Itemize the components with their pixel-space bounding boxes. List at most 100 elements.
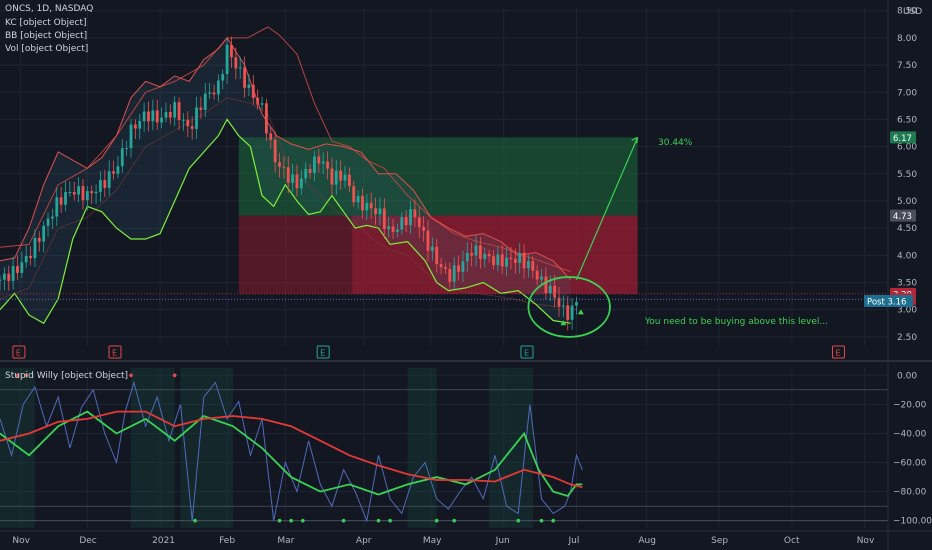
earnings-marker-label: E [524, 349, 529, 358]
candle-body [37, 237, 41, 242]
candle-body [7, 273, 11, 281]
candle-body [24, 255, 28, 263]
highlight-circle [527, 276, 611, 338]
candle-body [142, 111, 146, 122]
candle-body [138, 121, 142, 129]
oscillator-series [0, 380, 583, 523]
candle-body [278, 162, 281, 167]
osc-tick-label: 0.00 [897, 371, 917, 381]
oversold-zone [407, 368, 437, 528]
candle-body [116, 166, 120, 174]
signal-dot [193, 518, 197, 523]
candle-body [413, 209, 417, 218]
candle-body [553, 285, 557, 298]
drawings[interactable] [527, 136, 639, 338]
candle-body [409, 209, 412, 226]
candle-body [417, 217, 421, 227]
earnings-marker-label: E [16, 349, 21, 358]
candle-body [243, 67, 246, 88]
price-tick-label: 8.00 [897, 34, 917, 44]
target-arrow [575, 137, 639, 281]
candle-body [339, 170, 343, 181]
candle-body [164, 112, 168, 118]
signal-dot [388, 518, 392, 523]
osc-tick-label: −80.00 [893, 488, 927, 498]
buy-note: You need to be buying above this level..… [644, 317, 828, 327]
candle-body [55, 197, 59, 217]
price-tick-label: 6.50 [897, 115, 917, 125]
price-tick-label: 6.00 [897, 143, 917, 153]
candle-body [11, 266, 15, 281]
signal-dot [539, 518, 544, 523]
symbol-line[interactable]: ONCS, 1D, NASDAQ [5, 4, 94, 14]
price-badge [890, 131, 916, 144]
earnings-marker [108, 345, 122, 359]
percent-label: 30.44% [658, 138, 693, 148]
candle-body [470, 253, 474, 256]
candle-body [483, 254, 487, 260]
candle-body [225, 44, 229, 74]
candle-body [347, 174, 351, 187]
signal-dot [24, 373, 29, 378]
up-marker [560, 320, 567, 326]
price-badge-label: Post 3.16 [867, 297, 906, 307]
signal-dot [434, 518, 439, 523]
earnings-marker-label: E [112, 349, 117, 358]
candle-body [378, 208, 382, 215]
candle-body [125, 148, 129, 150]
candle-body [81, 186, 85, 201]
candle-body [151, 110, 155, 122]
price-badge-label: 6.17 [893, 134, 912, 144]
candle-body [404, 217, 408, 226]
candle-body [120, 148, 124, 167]
candle-body [190, 126, 194, 129]
oscillator-series [0, 410, 583, 489]
indicator-bb[interactable]: BB [object Object] [5, 31, 88, 41]
candle-body [42, 225, 46, 242]
indicator-kc[interactable]: KC [object Object] [5, 18, 87, 28]
candle-body [94, 191, 98, 194]
candle-body [561, 305, 565, 307]
time-tick-label: May [423, 536, 442, 546]
candles [0, 36, 578, 331]
earnings-marker [316, 345, 330, 359]
price-tick-label: 4.50 [897, 224, 917, 234]
stop-zone [238, 215, 638, 294]
candle-body [522, 252, 526, 269]
price-tick-label: 7.00 [897, 88, 917, 98]
candle-body [20, 262, 24, 273]
price-tick-label: 8.50 [897, 7, 917, 17]
bollinger-lower [0, 118, 571, 325]
oversold-zone [131, 368, 175, 528]
earnings-marker-label: E [320, 349, 325, 358]
candle-body [203, 93, 207, 110]
candle-body [365, 202, 369, 211]
price-tick-label: 5.50 [897, 170, 917, 180]
indicator-vol[interactable]: Vol [object Object] [5, 44, 89, 54]
candle-body [199, 107, 203, 110]
candle-body [452, 265, 456, 282]
earnings-marker [832, 345, 846, 359]
candle-body [430, 246, 434, 251]
candle-body [291, 174, 295, 183]
signal-dot [551, 518, 555, 523]
candle-body [182, 119, 185, 121]
candle-body [265, 103, 268, 134]
candle-body [212, 92, 216, 95]
position-boxes [238, 137, 638, 294]
candle-body [391, 226, 395, 232]
candle-body [299, 178, 303, 189]
time-tick-label: Nov [857, 536, 875, 546]
candle-body [330, 168, 334, 185]
candle-body [465, 253, 469, 262]
candle-body [173, 102, 177, 118]
signal-dot [300, 518, 305, 523]
earnings-marker [520, 345, 534, 359]
candle-body [251, 84, 255, 98]
candle-body [260, 103, 264, 105]
price-badge-label: 4.73 [893, 212, 912, 222]
osc-tick-label: −20.00 [893, 400, 927, 410]
candle-body [527, 261, 530, 269]
